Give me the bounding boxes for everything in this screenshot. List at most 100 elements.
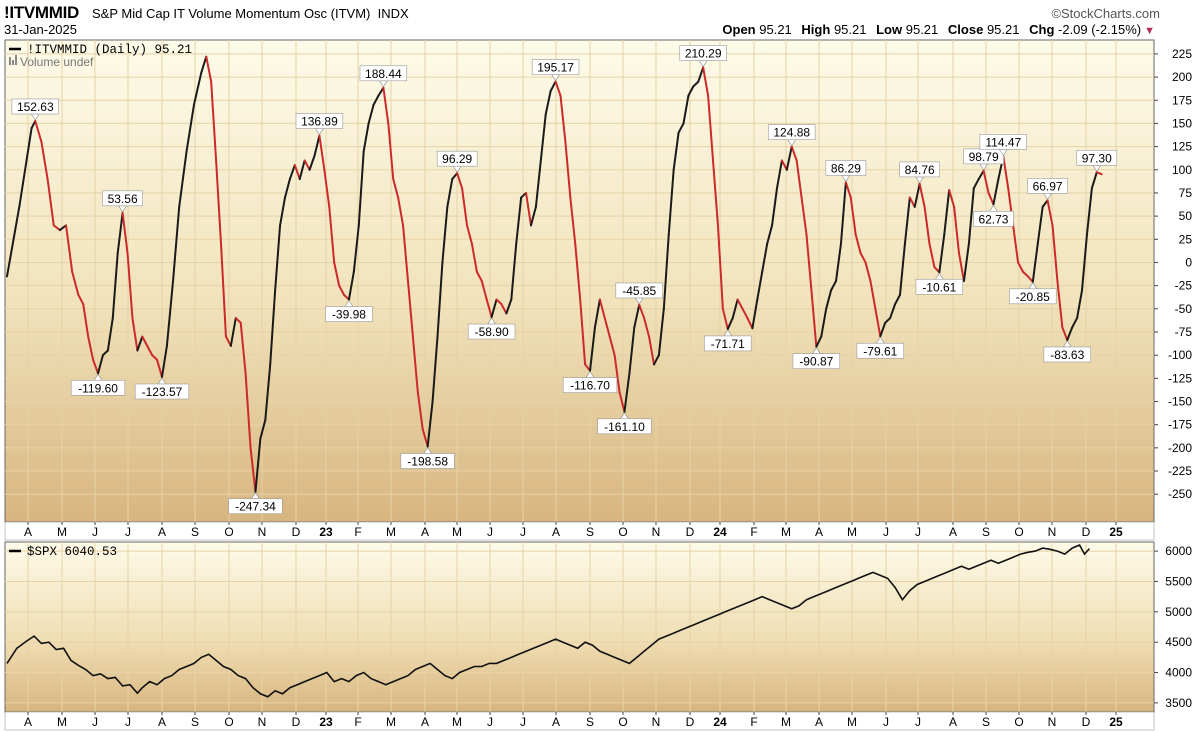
x-tick-label: A xyxy=(949,715,957,729)
series-segment xyxy=(279,196,286,227)
y-tick-label: -175 xyxy=(1168,418,1192,432)
series-segment xyxy=(431,335,439,403)
series-segment xyxy=(1002,155,1010,190)
series-segment xyxy=(313,134,321,157)
series-segment xyxy=(283,178,291,199)
down-triangle-icon: ▼ xyxy=(1144,25,1155,37)
series-segment xyxy=(1017,261,1024,273)
y-tick-label: -125 xyxy=(1168,371,1192,385)
y-tick-label: 5500 xyxy=(1165,574,1192,588)
x-tick-label: F xyxy=(750,715,757,729)
series-segment xyxy=(805,233,813,292)
x-tick-label: J xyxy=(883,525,889,539)
series-segment xyxy=(903,196,911,245)
volume-icon xyxy=(15,55,17,65)
series-segment xyxy=(40,140,49,181)
x-tick-label: F xyxy=(750,525,757,539)
x-tick-label: O xyxy=(1014,525,1023,539)
x-tick-label: A xyxy=(158,715,166,729)
x-tick-label: J xyxy=(520,715,526,729)
x-tick-label: S xyxy=(982,715,990,729)
series-segment xyxy=(441,205,449,264)
series-segment xyxy=(71,270,80,296)
annotation-box xyxy=(856,342,905,359)
annotation-label: 152.63 xyxy=(17,100,54,114)
series-segment xyxy=(456,172,464,190)
series-segment xyxy=(810,289,818,348)
x-tick-label: O xyxy=(618,525,627,539)
x-tick-label: N xyxy=(652,525,661,539)
series-segment xyxy=(259,419,267,440)
series-segment xyxy=(34,119,43,143)
x-tick-label: J xyxy=(915,715,921,729)
peak-annotation: -10.61 xyxy=(915,272,964,295)
x-tick-label: J xyxy=(520,525,526,539)
series-segment xyxy=(889,303,897,320)
series-segment xyxy=(367,103,375,125)
series-segment xyxy=(780,159,788,171)
series-segment xyxy=(308,154,316,171)
peak-annotation: 66.97 xyxy=(1027,178,1068,200)
spx-panel: 6000 5500 5000 4500 4000 3500 A M J J A S O N D 23 F M A M J… xyxy=(4,541,1192,731)
series-segment xyxy=(603,317,611,338)
annotation-label: 98.79 xyxy=(969,150,999,164)
annotation-box xyxy=(1009,288,1057,305)
y-tick-label: 50 xyxy=(1179,209,1193,223)
series-segment xyxy=(1012,224,1020,264)
series-segment xyxy=(229,317,237,347)
x-tick-label: M xyxy=(781,525,791,539)
series-segment xyxy=(495,298,503,306)
annotation-label: -116.70 xyxy=(570,379,610,393)
x-tick-label: 25 xyxy=(1109,525,1123,539)
series-segment xyxy=(1046,199,1054,227)
series-segment xyxy=(392,178,400,199)
annotation-label: -119.60 xyxy=(78,381,118,395)
series-segment xyxy=(156,358,163,379)
series-segment xyxy=(657,307,665,357)
series-segment xyxy=(820,307,828,338)
series-segment xyxy=(185,103,195,153)
series-segment xyxy=(825,289,833,310)
x-tick-label: N xyxy=(258,715,267,729)
series-segment xyxy=(1041,199,1049,208)
x-tick-label: M xyxy=(386,525,396,539)
series-segment xyxy=(116,211,124,255)
annotation-box xyxy=(615,282,663,299)
series-segment xyxy=(593,298,601,329)
series-segment xyxy=(249,446,257,493)
series-segment xyxy=(303,159,311,171)
series-group xyxy=(6,55,1103,493)
x-tick-label: A xyxy=(552,715,560,729)
series-segment xyxy=(795,159,803,199)
series-segment xyxy=(1031,242,1039,283)
open-value: 95.21 xyxy=(759,22,792,37)
series-segment xyxy=(529,205,537,227)
series-segment xyxy=(121,211,129,255)
series-segment xyxy=(898,242,906,296)
annotation-box xyxy=(899,161,940,178)
peak-annotation: 86.29 xyxy=(825,160,867,183)
series-segment xyxy=(387,122,395,181)
annotation-label: 136.89 xyxy=(301,115,338,129)
series-segment xyxy=(328,205,336,264)
annotation-box xyxy=(915,278,964,295)
x-tick-label: J xyxy=(92,525,98,539)
y-tick-label: -150 xyxy=(1168,395,1192,409)
series-segment xyxy=(559,94,567,143)
y-tick-label: 125 xyxy=(1172,140,1192,154)
series-segment xyxy=(1036,205,1044,245)
series-segment xyxy=(751,298,759,330)
x-axis-strip xyxy=(4,711,1155,731)
x-tick-label: M xyxy=(847,715,857,729)
series-segment xyxy=(923,205,931,245)
x-tick-label: D xyxy=(686,715,695,729)
peak-annotation: -45.85 xyxy=(615,282,663,305)
series-segment xyxy=(234,317,242,324)
series-segment xyxy=(1076,289,1084,320)
series-segment xyxy=(800,196,808,236)
volume-note: Volume undef xyxy=(20,55,94,69)
annotation-label: -79.61 xyxy=(863,344,897,358)
x-axis-strip xyxy=(4,521,1155,541)
y-tick-label: -200 xyxy=(1168,441,1192,455)
peak-annotation: 96.29 xyxy=(436,150,478,173)
